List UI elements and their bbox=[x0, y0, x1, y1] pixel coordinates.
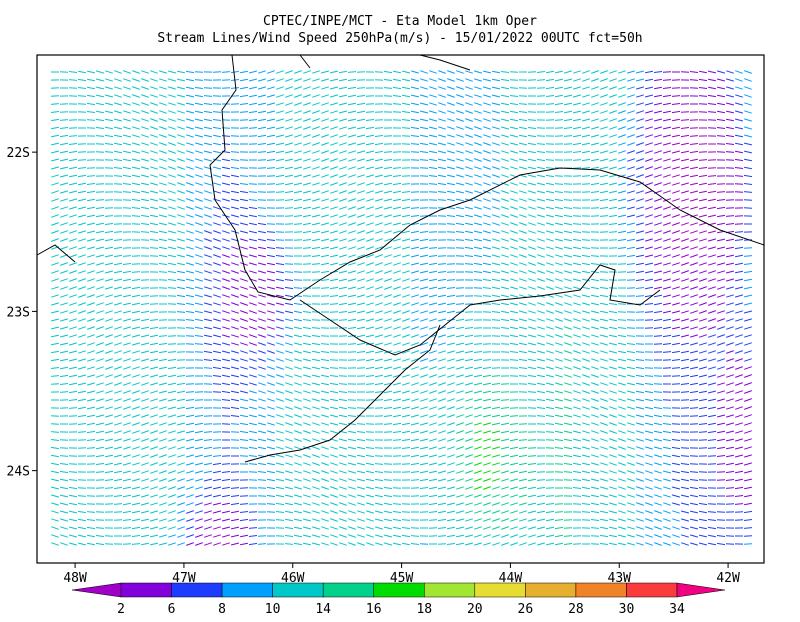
colorbar-label: 16 bbox=[366, 602, 382, 617]
x-tick-label: 48W bbox=[63, 571, 87, 586]
colorbar-segment bbox=[171, 582, 223, 598]
y-tick-label: 22S bbox=[7, 146, 30, 161]
colorbar-label: 6 bbox=[168, 602, 176, 617]
streamline-group bbox=[186, 70, 753, 546]
title: CPTEC/INPE/MCT - Eta Model 1km Oper bbox=[263, 14, 537, 29]
streamlines bbox=[50, 70, 753, 546]
colorbar-label: 14 bbox=[315, 602, 331, 617]
subtitle: Stream Lines/Wind Speed 250hPa(m/s) - 15… bbox=[157, 31, 642, 46]
colorbar-segment bbox=[626, 582, 678, 598]
colorbar-end bbox=[676, 582, 726, 598]
streamline-group bbox=[168, 70, 753, 546]
x-tick-label: 43W bbox=[608, 571, 632, 586]
map-frame bbox=[36, 54, 765, 564]
x-tick-label: 46W bbox=[281, 571, 305, 586]
colorbar-label: 26 bbox=[518, 602, 534, 617]
colorbar-segment bbox=[272, 582, 324, 598]
colorbar-segment bbox=[525, 582, 577, 598]
colorbar-label: 10 bbox=[265, 602, 281, 617]
colorbar-label: 18 bbox=[416, 602, 432, 617]
colorbar-label: 2 bbox=[117, 602, 125, 617]
streamline-group bbox=[456, 326, 573, 545]
colorbar-segment bbox=[373, 582, 425, 598]
x-tick-label: 44W bbox=[499, 571, 523, 586]
axes: 48W 47W 46W 45W 44W 43W 42W 22S 23S 24S bbox=[7, 146, 740, 586]
colorbar-segment bbox=[221, 582, 273, 598]
colorbar-segment bbox=[474, 582, 526, 598]
streamline-group bbox=[474, 422, 501, 490]
colorbar-segment bbox=[120, 582, 172, 598]
streamline-group bbox=[186, 70, 753, 546]
colorbar-segment bbox=[575, 582, 627, 598]
colorbar-segment bbox=[424, 582, 476, 598]
coastline bbox=[36, 54, 765, 463]
colorbar-label: 30 bbox=[619, 602, 635, 617]
streamline-group bbox=[50, 70, 636, 546]
x-tick-label: 42W bbox=[716, 571, 740, 586]
colorbar-segment bbox=[322, 582, 374, 598]
colorbar-label: 34 bbox=[669, 602, 685, 617]
colorbar-label: 20 bbox=[467, 602, 483, 617]
colorbar: 2 6 8 10 14 16 18 20 26 28 30 34 bbox=[71, 582, 726, 617]
y-tick-label: 23S bbox=[7, 305, 30, 320]
colorbar-label: 28 bbox=[568, 602, 584, 617]
x-tick-label: 45W bbox=[390, 571, 414, 586]
colorbar-label: 8 bbox=[218, 602, 226, 617]
streamline-group bbox=[204, 111, 726, 546]
x-tick-label: 47W bbox=[172, 571, 196, 586]
y-tick-label: 24S bbox=[7, 465, 30, 480]
